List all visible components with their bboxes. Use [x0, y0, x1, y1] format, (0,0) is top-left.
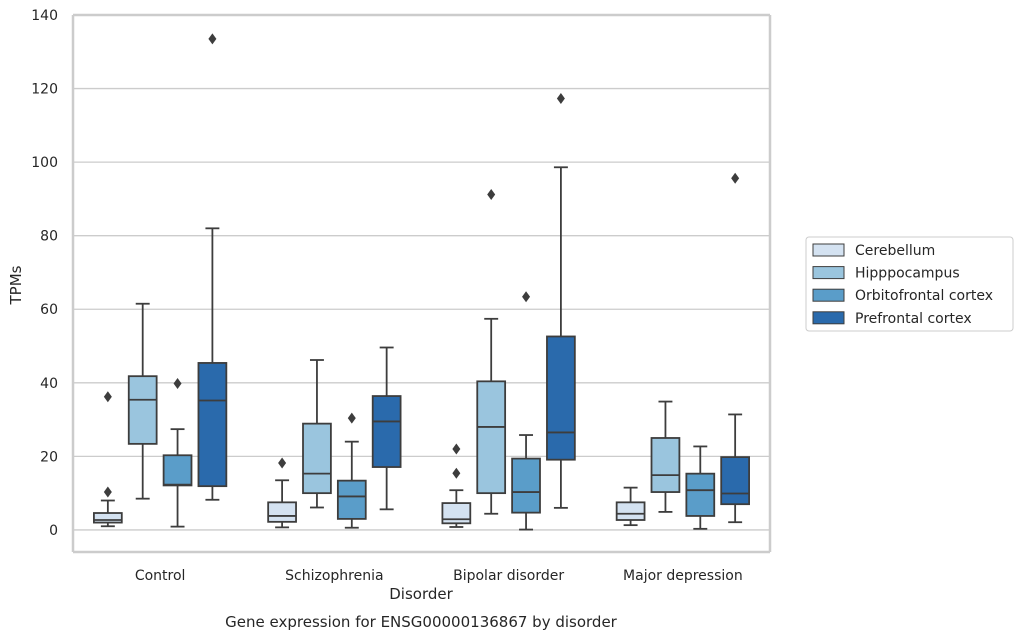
- box-orbitofrontal-cortex: [685, 445, 716, 530]
- legend-label: Orbitofrontal cortex: [855, 288, 993, 304]
- box-orbitofrontal-cortex: [336, 412, 367, 529]
- legend-frame: [805, 236, 1014, 332]
- y-tick-label: 120: [31, 82, 58, 98]
- box-layer: [93, 33, 750, 531]
- box-body: [720, 456, 750, 506]
- y-tick-label: 60: [40, 302, 58, 318]
- x-tick-label: Bipolar disorder: [453, 568, 564, 584]
- legend-entry: Hipppocampus: [812, 266, 960, 282]
- box-prefrontal-cortex: [546, 92, 576, 509]
- y-tick-label: 20: [40, 449, 58, 465]
- outlier-point: [173, 378, 182, 390]
- box-body: [546, 335, 576, 461]
- outlier-point: [452, 467, 461, 479]
- y-tick-label: 0: [49, 523, 58, 539]
- box-body: [336, 479, 367, 520]
- legend-swatch: [812, 266, 845, 280]
- box-body: [615, 501, 646, 521]
- legend-items: Cerebellum Hipppocampus Orbitofrontal cort…: [812, 243, 993, 327]
- y-axis-label: TPMs: [7, 265, 25, 305]
- box-orbitofrontal-cortex: [511, 291, 541, 531]
- y-tick-label: 80: [40, 229, 58, 245]
- outlier-point: [278, 457, 287, 469]
- box-body: [650, 437, 681, 493]
- legend-swatch: [812, 311, 845, 325]
- frame-layer: [71, 13, 772, 554]
- x-tick-label: Major depression: [623, 568, 743, 584]
- box-body: [685, 472, 716, 517]
- legend: Cerebellum Hipppocampus Orbitofrontal cort…: [805, 236, 1014, 332]
- y-tick-label: 100: [31, 155, 58, 171]
- outlier-point: [103, 391, 112, 403]
- y-tick-labels: 0 20 40 60 80 100 120 140: [31, 8, 58, 539]
- x-tick-labels: Control Schizophrenia Bipolar disorder Majo…: [135, 568, 743, 584]
- box-hipppocampus: [476, 188, 507, 515]
- box-body: [371, 395, 402, 468]
- box-hipppocampus: [127, 302, 158, 500]
- legend-swatch: [812, 243, 845, 257]
- box-body: [197, 362, 228, 488]
- box-cerebellum: [267, 457, 297, 529]
- legend-entry: Orbitofrontal cortex: [812, 288, 993, 304]
- box-body: [267, 501, 297, 523]
- outlier-point: [103, 486, 112, 498]
- y-tick-label: 140: [31, 8, 58, 24]
- box-prefrontal-cortex: [197, 33, 228, 501]
- box-hipppocampus: [650, 400, 681, 513]
- box-cerebellum: [93, 391, 123, 528]
- outlier-point: [556, 92, 565, 104]
- outlier-point: [208, 33, 217, 45]
- x-tick-label: Schizophrenia: [285, 568, 383, 584]
- box-body: [441, 502, 472, 525]
- outlier-point: [487, 188, 496, 200]
- box-cerebellum: [615, 486, 646, 527]
- outlier-point: [522, 291, 531, 303]
- legend-entry: Prefrontal cortex: [812, 311, 972, 327]
- box-body: [511, 457, 541, 514]
- box-body: [93, 512, 123, 524]
- legend-swatch: [812, 288, 845, 302]
- box-body: [162, 454, 193, 487]
- box-orbitofrontal-cortex: [162, 378, 193, 528]
- box-prefrontal-cortex: [720, 172, 750, 524]
- box-body: [127, 375, 158, 445]
- outlier-point: [452, 443, 461, 455]
- x-tick-label: Control: [135, 568, 186, 584]
- legend-entry: Cerebellum: [812, 243, 935, 259]
- y-tick-label: 40: [40, 376, 58, 392]
- x-axis-label: Disorder: [389, 585, 453, 603]
- box-body: [476, 380, 507, 495]
- box-prefrontal-cortex: [371, 346, 402, 511]
- chart-caption: Gene expression for ENSG00000136867 by d…: [225, 613, 618, 631]
- box-hipppocampus: [302, 359, 332, 509]
- box-cerebellum: [441, 443, 472, 528]
- outlier-point: [731, 172, 740, 184]
- legend-label: Cerebellum: [855, 243, 935, 259]
- legend-label: Prefrontal cortex: [855, 311, 972, 327]
- outlier-point: [347, 412, 356, 424]
- legend-label: Hipppocampus: [855, 266, 960, 282]
- box-body: [302, 422, 332, 495]
